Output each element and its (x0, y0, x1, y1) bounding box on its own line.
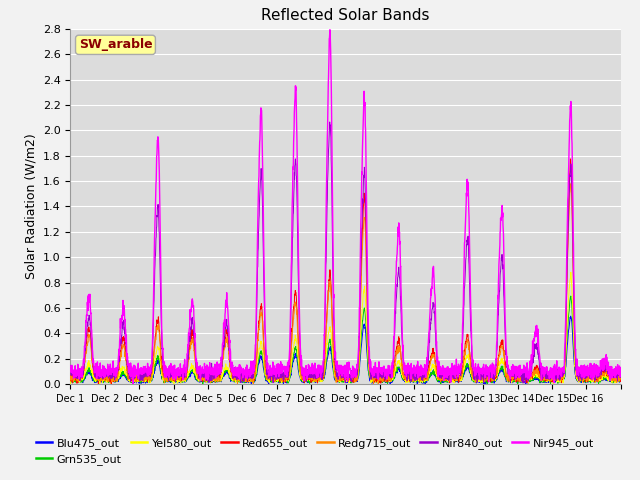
Line: Yel580_out: Yel580_out (70, 272, 621, 384)
Yel580_out (609, 375, 617, 381)
Grn535_out (617, 378, 625, 384)
Nir945_out (326, 27, 334, 33)
Redg715_out (379, 377, 387, 383)
Yel580_out (549, 381, 557, 386)
Grn535_out (241, 378, 248, 384)
Red655_out (566, 156, 574, 162)
Red655_out (122, 350, 129, 356)
Yel580_out (617, 375, 625, 381)
Nir840_out (67, 366, 74, 372)
Line: Redg715_out: Redg715_out (70, 183, 621, 384)
Red655_out (67, 373, 74, 379)
Title: Reflected Solar Bands: Reflected Solar Bands (261, 9, 430, 24)
Blu475_out (240, 378, 248, 384)
Redg715_out (511, 372, 519, 378)
Blu475_out (567, 313, 575, 319)
Blu475_out (67, 376, 74, 382)
Blu475_out (248, 381, 255, 387)
Red655_out (617, 372, 625, 377)
Nir840_out (122, 338, 129, 344)
Nir945_out (67, 367, 74, 372)
Nir840_out (609, 375, 617, 381)
Yel580_out (379, 376, 387, 382)
Blu475_out (617, 377, 625, 383)
Nir945_out (379, 364, 387, 370)
Yel580_out (542, 377, 550, 383)
Yel580_out (511, 375, 519, 381)
Redg715_out (374, 381, 382, 387)
Nir945_out (512, 375, 520, 381)
Grn535_out (543, 377, 550, 383)
Yel580_out (240, 377, 248, 383)
Nir945_out (617, 368, 625, 373)
Yel580_out (122, 367, 129, 373)
Nir840_out (519, 380, 527, 386)
Nir945_out (543, 366, 550, 372)
Nir840_out (617, 370, 625, 376)
Redg715_out (240, 378, 248, 384)
Nir945_out (609, 371, 617, 377)
Legend: Blu475_out, Grn535_out, Yel580_out, Red655_out, Redg715_out, Nir840_out, Nir945_: Blu475_out, Grn535_out, Yel580_out, Red6… (31, 433, 598, 469)
Red655_out (379, 376, 387, 382)
Nir840_out (511, 372, 519, 378)
Redg715_out (617, 373, 625, 379)
Blu475_out (609, 378, 617, 384)
Redg715_out (122, 352, 129, 358)
Line: Blu475_out: Blu475_out (70, 316, 621, 384)
Redg715_out (67, 376, 74, 382)
Grn535_out (199, 381, 207, 387)
Nir840_out (240, 373, 248, 379)
Nir945_out (241, 371, 248, 376)
Red655_out (108, 381, 115, 386)
Grn535_out (122, 372, 129, 378)
Line: Nir840_out: Nir840_out (70, 122, 621, 383)
Blu475_out (543, 376, 550, 382)
Red655_out (543, 377, 550, 383)
Grn535_out (609, 378, 617, 384)
Redg715_out (609, 375, 617, 381)
Text: SW_arable: SW_arable (79, 38, 152, 51)
Nir840_out (379, 372, 387, 377)
Blu475_out (511, 379, 519, 384)
Yel580_out (67, 375, 74, 381)
Grn535_out (379, 377, 387, 383)
Blu475_out (379, 379, 387, 385)
Blu475_out (122, 373, 129, 379)
Nir840_out (326, 119, 333, 125)
Red655_out (241, 375, 248, 381)
Grn535_out (567, 293, 575, 299)
Redg715_out (567, 180, 575, 186)
Grn535_out (511, 379, 519, 384)
Line: Red655_out: Red655_out (70, 159, 621, 384)
Redg715_out (543, 376, 550, 382)
Grn535_out (67, 376, 74, 382)
Red655_out (511, 374, 519, 380)
Red655_out (609, 374, 617, 380)
Yel580_out (567, 269, 575, 275)
Y-axis label: Solar Radiation (W/m2): Solar Radiation (W/m2) (24, 133, 37, 279)
Line: Nir945_out: Nir945_out (70, 30, 621, 384)
Nir945_out (129, 381, 137, 386)
Line: Grn535_out: Grn535_out (70, 296, 621, 384)
Nir840_out (543, 371, 550, 377)
Nir945_out (122, 326, 129, 332)
